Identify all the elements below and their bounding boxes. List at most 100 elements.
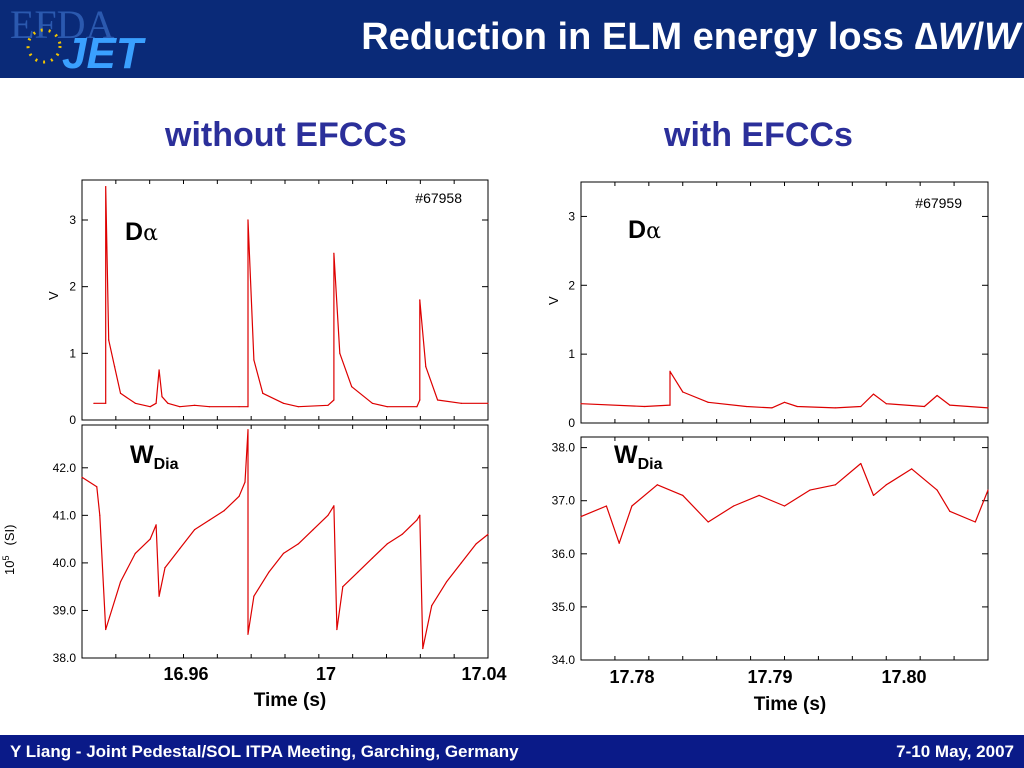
left-top-data-point — [238, 406, 240, 408]
right-top-ytick-label: 0 — [568, 416, 575, 430]
right-top-data-point — [643, 405, 646, 408]
left-top-data-point — [487, 402, 489, 404]
eu-stars-icon — [26, 28, 62, 64]
left-bottom-y-axis-label: 105(SI) — [1, 525, 17, 575]
right-top-data-point — [707, 401, 709, 403]
right-bottom-ytick-label: 36.0 — [552, 547, 576, 561]
left-bottom-data-point — [419, 514, 421, 516]
left-bottom-xtick-label: 16.96 — [163, 664, 208, 684]
left-bottom-data-point — [158, 595, 160, 597]
footer-right-text: 7-10 May, 2007 — [896, 742, 1014, 761]
right-bottom-signal-label: WDia — [614, 441, 663, 473]
left-bottom-data-point — [247, 633, 249, 635]
left-bottom-data-point — [333, 505, 335, 507]
left-bottom-signal-label: WDia — [130, 441, 179, 473]
left-top-data-point — [327, 404, 329, 406]
left-top-data-point — [386, 406, 388, 408]
left-bottom-data-point — [371, 557, 374, 559]
right-top-data-point — [987, 407, 989, 409]
left-bottom-data-point — [460, 562, 462, 564]
left-top-data-point — [425, 366, 427, 368]
right-top-signal-label: Dα — [628, 216, 661, 244]
left-bottom-data-point — [475, 543, 477, 545]
left-top-data-point — [161, 396, 163, 398]
left-column-title: without EFCCs — [165, 116, 407, 154]
left-bottom-data-point — [223, 509, 225, 512]
left-top-data-point — [179, 406, 181, 408]
left-top-ytick-label: 2 — [69, 280, 76, 294]
left-top-data-point — [155, 402, 157, 404]
left-bottom-data-point — [386, 543, 388, 545]
left-bottom-ytick-label: 38.0 — [53, 651, 77, 665]
left-top-data-point — [119, 392, 122, 394]
left-bottom-data-point — [327, 514, 329, 516]
left-bottom-data-point — [238, 495, 240, 497]
left-top-plot-frame — [81, 179, 489, 421]
right-bottom-ytick-label: 37.0 — [552, 494, 576, 508]
right-top-ytick-label: 2 — [568, 278, 575, 292]
left-top-data-point — [419, 399, 421, 401]
left-bottom-data-point — [312, 529, 314, 531]
left-bottom-data-point — [134, 552, 136, 554]
right-top-ytick-label: 3 — [568, 209, 575, 223]
left-top-signal-label: Dα — [125, 218, 158, 246]
left-top-data-point — [105, 402, 107, 404]
efda-jet-logo: EFDA JET — [10, 2, 146, 76]
right-bottom-data-point — [885, 484, 887, 486]
right-bottom-data-point — [834, 484, 836, 486]
left-bottom-data-point — [431, 605, 433, 607]
left-bottom-x-axis-label: Time (s) — [254, 690, 327, 711]
left-top-ytick-label: 1 — [69, 346, 76, 360]
left-bottom-ytick-label: 41.0 — [53, 508, 77, 522]
right-top-data-point — [872, 393, 875, 395]
left-top-data-point — [113, 366, 116, 368]
left-top-data-point — [208, 406, 211, 408]
left-bottom-data-point — [282, 552, 285, 554]
right-column-title: with EFCCs — [664, 116, 853, 154]
left-top-data-point — [437, 399, 439, 401]
right-bottom-data-point — [707, 521, 709, 523]
right-top-ytick-label: 1 — [568, 347, 575, 361]
right-bottom-data-point — [682, 494, 684, 497]
right-bottom-data-point — [936, 489, 938, 491]
left-top-data-point — [297, 406, 299, 408]
left-top-data-point — [351, 386, 353, 388]
left-top-data-point — [262, 392, 264, 394]
left-top-data-point — [105, 186, 107, 188]
right-top-shot-number: #67959 — [915, 195, 962, 211]
right-bottom-data-point — [580, 516, 582, 518]
right-bottom-series-line — [580, 462, 989, 544]
left-top-data-point — [333, 399, 335, 401]
right-bottom-xtick-label: 17.80 — [881, 667, 926, 687]
right-bottom-data-point — [783, 505, 786, 507]
right-bottom-data-point — [949, 510, 951, 512]
left-bottom-data-point — [119, 581, 122, 583]
page-title: Reduction in ELM energy loss ∆W/W — [361, 16, 1020, 58]
left-bottom-data-point — [247, 429, 249, 431]
left-bottom-data-point — [179, 548, 181, 550]
right-top-series-line — [580, 370, 989, 409]
right-top-data-point — [834, 407, 836, 409]
right-bottom-data-point — [860, 462, 862, 465]
right-bottom-xtick-label: 17.79 — [747, 667, 792, 687]
left-top-data-point — [247, 219, 249, 221]
right-bottom-data-point — [872, 494, 875, 497]
left-bottom-data-point — [96, 486, 98, 488]
left-top-data-point — [253, 359, 255, 361]
footer-left-text: Y Liang - Joint Pedestal/SOL ITPA Meetin… — [10, 742, 519, 761]
left-bottom-data-point — [244, 481, 246, 483]
left-bottom-ytick-label: 42.0 — [53, 461, 77, 475]
left-bottom-data-point — [194, 529, 196, 531]
left-bottom-data-point — [336, 628, 338, 631]
right-top-data-point — [669, 370, 671, 372]
left-top-data-point — [167, 402, 169, 404]
right-bottom-data-point — [656, 484, 658, 486]
right-bottom-data-point — [987, 489, 989, 491]
left-top-data-point — [247, 406, 249, 408]
left-bottom-data-point — [149, 538, 151, 540]
left-top-data-point — [282, 402, 285, 404]
right-bottom-data-point — [809, 489, 811, 491]
left-top-data-point — [194, 404, 196, 406]
plots-canvas: 0 1 2 3 V #67958 Dα 38.0 39.0 40.0 41.0 42.0 16.96 17… — [1, 179, 989, 715]
left-bottom-ytick-label: 40.0 — [53, 556, 77, 570]
